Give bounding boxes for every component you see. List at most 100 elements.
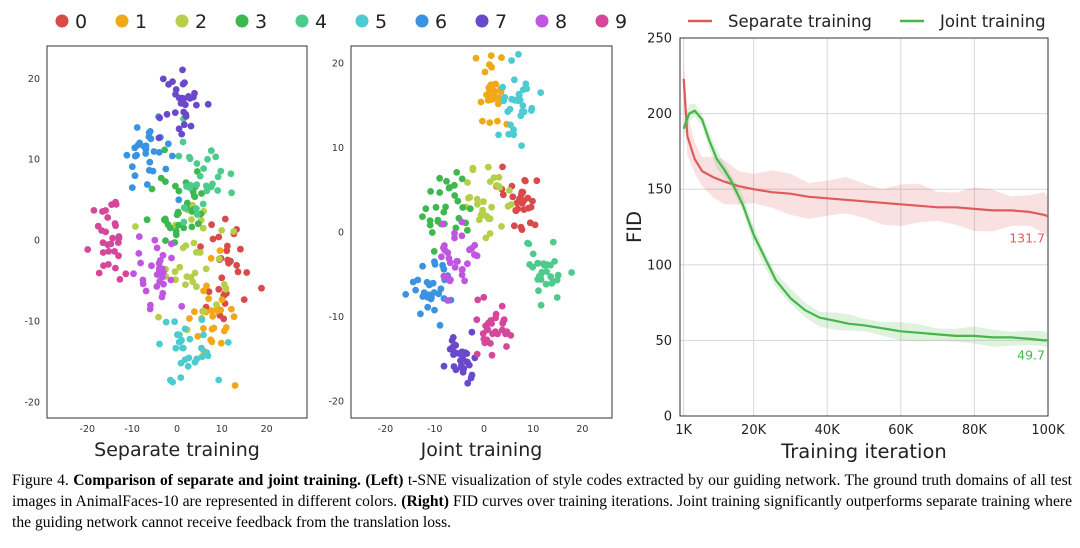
point-5 (224, 339, 232, 346)
y-tick-label: 0 (34, 236, 40, 247)
confidence-band (683, 60, 1048, 240)
legend-label: 2 (195, 11, 207, 33)
point-3 (419, 213, 426, 221)
point-6 (431, 260, 439, 268)
caption-right-tag: (Right) (401, 493, 449, 510)
y-tick-label: 100 (647, 258, 672, 273)
caption-right-text: FID curves over training iterations. Joi… (12, 493, 1072, 531)
point-5 (508, 57, 515, 64)
point-3 (454, 197, 462, 205)
legend-marker (535, 14, 549, 28)
caption-figure-label: Figure 4. (12, 472, 69, 489)
legend-marker (115, 14, 129, 28)
point-4 (203, 187, 211, 195)
point-2 (191, 269, 199, 277)
point-3 (172, 227, 180, 235)
point-9 (503, 343, 510, 350)
point-9 (104, 214, 112, 221)
point-6 (146, 127, 154, 135)
point-6 (140, 143, 148, 150)
point-4 (193, 205, 200, 213)
y-tick-label: -20 (24, 397, 40, 408)
point-3 (175, 187, 183, 195)
cluster-7 (440, 328, 479, 387)
x-tick-label: 100K (1031, 423, 1065, 438)
point-7 (440, 362, 448, 370)
end-value-label: 49.7 (1017, 347, 1045, 362)
point-3 (428, 229, 436, 236)
point-2 (188, 216, 195, 223)
point-6 (440, 265, 448, 273)
y-tick-label: -20 (328, 397, 344, 408)
point-8 (155, 266, 163, 274)
point-4 (553, 276, 561, 284)
legend-marker (55, 14, 69, 28)
point-8 (464, 260, 471, 268)
point-7 (155, 134, 163, 142)
point-6 (424, 303, 432, 311)
legend-item-3: 3 (235, 11, 267, 33)
point-5 (177, 374, 185, 381)
point-8 (459, 266, 466, 273)
point-9 (102, 207, 109, 214)
point-0 (521, 176, 529, 184)
x-tick-label: 10 (216, 424, 228, 435)
point-4 (200, 165, 208, 173)
point-9 (105, 261, 112, 268)
point-0 (223, 247, 231, 255)
point-7 (165, 81, 173, 88)
legend-label: 7 (495, 11, 507, 33)
point-4 (214, 173, 222, 181)
point-6 (149, 167, 157, 175)
x-axis-title: Training iteration (780, 440, 947, 463)
point-4 (228, 189, 236, 197)
point-8 (444, 249, 452, 257)
point-8 (156, 257, 164, 264)
point-6 (437, 285, 445, 293)
point-0 (215, 233, 223, 241)
point-5 (198, 353, 206, 361)
point-2 (193, 248, 200, 256)
x-tick-label: -20 (80, 424, 96, 435)
caption-left-text: t-SNE visualization of style codes extra… (12, 472, 1072, 510)
legend-label: 5 (375, 11, 387, 33)
caption-title: Comparison of separate and joint trainin… (73, 472, 361, 489)
point-2 (464, 179, 471, 186)
series-line (682, 78, 1049, 218)
cluster-0 (197, 215, 265, 323)
point-4 (186, 184, 194, 192)
point-2 (213, 301, 220, 309)
point-5 (528, 107, 535, 114)
point-1 (207, 336, 215, 344)
point-7 (204, 100, 212, 108)
x-tick-label: 80K (962, 423, 988, 438)
point-7 (179, 80, 187, 88)
point-7 (156, 114, 164, 122)
point-4 (542, 280, 550, 288)
point-9 (99, 249, 107, 256)
y-axis-title: FID (623, 211, 646, 243)
point-8 (167, 276, 175, 284)
point-2 (474, 200, 481, 208)
point-6 (168, 152, 176, 160)
point-8 (168, 240, 175, 248)
point-8 (137, 259, 145, 267)
point-1 (220, 327, 228, 335)
point-2 (218, 227, 226, 234)
legend-item-joint-training: Joint training (900, 12, 1046, 31)
point-1 (208, 325, 216, 333)
point-1 (208, 307, 215, 315)
legend-marker (595, 14, 609, 28)
point-0 (510, 222, 518, 230)
point-8 (454, 258, 461, 265)
point-3 (459, 204, 467, 211)
point-9 (487, 317, 495, 324)
point-9 (492, 328, 499, 335)
point-3 (172, 182, 179, 190)
point-0 (524, 194, 532, 202)
point-1 (203, 282, 210, 290)
point-9 (503, 328, 511, 336)
point-9 (95, 269, 103, 277)
point-8 (178, 302, 186, 310)
point-5 (203, 349, 211, 357)
